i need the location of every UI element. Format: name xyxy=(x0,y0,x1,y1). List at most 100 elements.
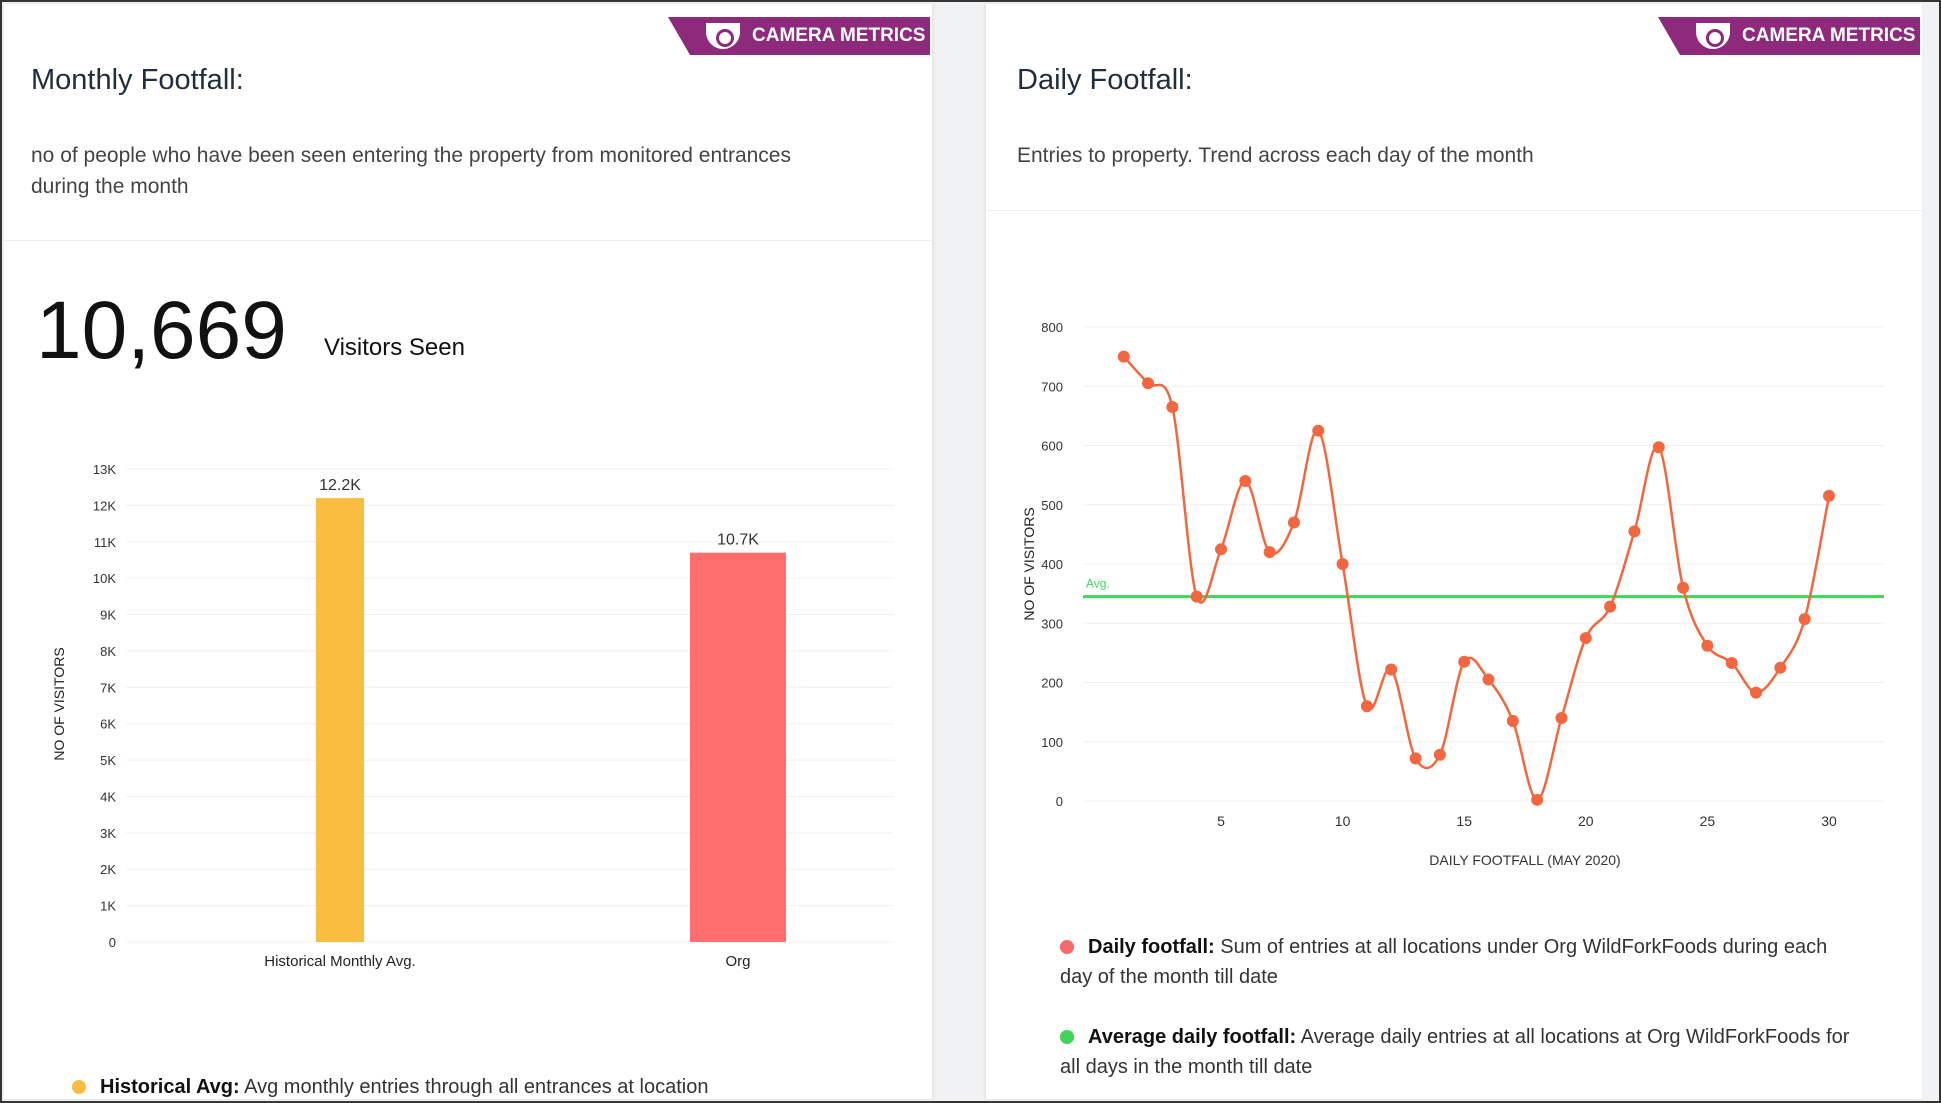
data-point xyxy=(1385,663,1398,676)
y-tick-label: 600 xyxy=(1041,439,1063,454)
y-tick-label: 10K xyxy=(93,571,116,586)
divider xyxy=(986,210,1922,211)
legend-text: Average daily entries at all locations a… xyxy=(1060,1026,1850,1078)
bar-chart: 0 1K 2K 3K 4K 5K 6K 7K 8K 9K 10K 11K 12K 13K NO OF VIS… xyxy=(51,462,894,970)
legend-average-footfall: Average daily footfall: Average daily en… xyxy=(1060,1022,1860,1082)
y-tick-label: 3K xyxy=(100,826,116,841)
data-point xyxy=(1798,613,1811,626)
data-point xyxy=(1433,748,1446,761)
line-chart: 0 100 200 300 400 500 600 700 800 5 10 15 20 25 30 DAIL… xyxy=(1021,320,1884,868)
data-point xyxy=(1458,655,1471,668)
data-point xyxy=(1312,424,1325,437)
data-point xyxy=(1604,600,1617,613)
y-axis-title: NO OF VISITORS xyxy=(51,647,67,760)
y-tick-label: 9K xyxy=(100,608,116,623)
legend-text: Avg monthly entries through all entrance… xyxy=(244,1076,709,1098)
data-point xyxy=(1531,793,1544,806)
legend-title: Daily footfall: xyxy=(1088,936,1215,958)
average-label: Avg. xyxy=(1086,577,1110,591)
camera-icon xyxy=(1696,23,1730,49)
legend-dot xyxy=(72,1080,86,1094)
y-tick-label: 200 xyxy=(1041,676,1063,691)
y-tick-label: 4K xyxy=(100,789,116,804)
x-tick-label: 25 xyxy=(1700,813,1716,829)
card-title: Daily Footfall: xyxy=(1017,64,1193,96)
y-tick-label: 8K xyxy=(100,644,116,659)
data-point xyxy=(1555,712,1568,725)
y-tick-label: 5K xyxy=(100,753,116,768)
x-tick-label: 15 xyxy=(1456,813,1472,829)
data-point xyxy=(1750,686,1763,699)
data-point xyxy=(1336,558,1349,570)
card-description: Entries to property. Trend across each d… xyxy=(1017,144,1534,167)
y-tick-label: 7K xyxy=(100,680,116,695)
legend-title: Historical Avg: xyxy=(100,1076,240,1098)
data-point xyxy=(1409,752,1422,765)
x-category-label: Org xyxy=(725,953,750,970)
legend-dot xyxy=(1060,940,1074,954)
data-point xyxy=(1142,377,1155,390)
data-point xyxy=(1482,673,1495,686)
data-point xyxy=(1287,516,1300,529)
camera-icon xyxy=(706,23,740,49)
data-point xyxy=(1360,700,1373,713)
card-description: no of people who have been seen entering… xyxy=(31,144,791,198)
legend-text: Sum of entries at all locations under Or… xyxy=(1060,936,1828,988)
bar-data-label: 10.7K xyxy=(717,532,759,549)
bar-data-label: 12.2K xyxy=(319,477,361,494)
data-point xyxy=(1823,489,1835,502)
bar xyxy=(316,498,364,942)
data-point xyxy=(1239,475,1252,488)
camera-metrics-badge: CAMERA METRICS xyxy=(668,17,930,55)
daily-footfall-card: CAMERA METRICS Daily Footfall: Entries t… xyxy=(986,4,1922,1099)
y-tick-label: 1K xyxy=(100,899,116,914)
x-tick-label: 10 xyxy=(1335,813,1351,829)
y-tick-label: 400 xyxy=(1041,557,1063,572)
data-point xyxy=(1652,441,1665,454)
data-point xyxy=(1506,715,1519,728)
legend-daily-footfall: Daily footfall: Sum of entries at all lo… xyxy=(1060,932,1860,992)
legend-title: Average daily footfall: xyxy=(1088,1026,1297,1048)
x-tick-label: 30 xyxy=(1821,813,1837,829)
y-tick-label: 500 xyxy=(1041,498,1063,513)
legend-dot xyxy=(1060,1030,1074,1044)
daily-footfall-line xyxy=(1122,355,1831,802)
data-point xyxy=(1215,543,1227,556)
data-point xyxy=(1725,656,1738,669)
y-tick-label: 100 xyxy=(1041,735,1063,750)
y-tick-label: 0 xyxy=(1056,794,1063,809)
visitors-label: Visitors Seen xyxy=(324,334,465,361)
y-tick-label: 2K xyxy=(100,862,116,877)
data-point xyxy=(1677,581,1690,594)
camera-metrics-badge: CAMERA METRICS xyxy=(1658,17,1920,55)
data-point xyxy=(1774,661,1787,674)
data-point xyxy=(1190,590,1203,603)
y-tick-label: 12K xyxy=(93,498,116,513)
y-tick-label: 800 xyxy=(1041,320,1063,335)
data-point xyxy=(1628,525,1641,538)
data-point xyxy=(1117,350,1130,363)
y-axis-title: NO OF VISITORS xyxy=(1021,507,1037,620)
y-tick-label: 0 xyxy=(109,935,116,950)
bar xyxy=(690,552,786,942)
legend-historical-avg: Historical Avg: Avg monthly entries thro… xyxy=(72,1072,708,1102)
y-tick-label: 700 xyxy=(1041,379,1063,394)
x-tick-label: 5 xyxy=(1217,813,1225,829)
x-axis-title: DAILY FOOTFALL (MAY 2020) xyxy=(1429,852,1620,868)
x-tick-label: 20 xyxy=(1578,813,1594,829)
card-title: Monthly Footfall: xyxy=(31,64,244,96)
data-point xyxy=(1263,546,1276,559)
visitors-count: 10,669 xyxy=(36,285,287,376)
y-tick-label: 13K xyxy=(93,462,116,477)
badge-label: CAMERA METRICS xyxy=(752,25,926,46)
x-category-label: Historical Monthly Avg. xyxy=(264,953,415,970)
y-tick-label: 300 xyxy=(1041,616,1063,631)
data-point xyxy=(1166,400,1179,413)
divider xyxy=(4,240,932,241)
y-tick-label: 6K xyxy=(100,717,116,732)
y-tick-label: 11K xyxy=(94,535,116,550)
badge-label: CAMERA METRICS xyxy=(1742,25,1916,46)
data-point xyxy=(1579,632,1592,645)
data-point xyxy=(1701,639,1714,652)
